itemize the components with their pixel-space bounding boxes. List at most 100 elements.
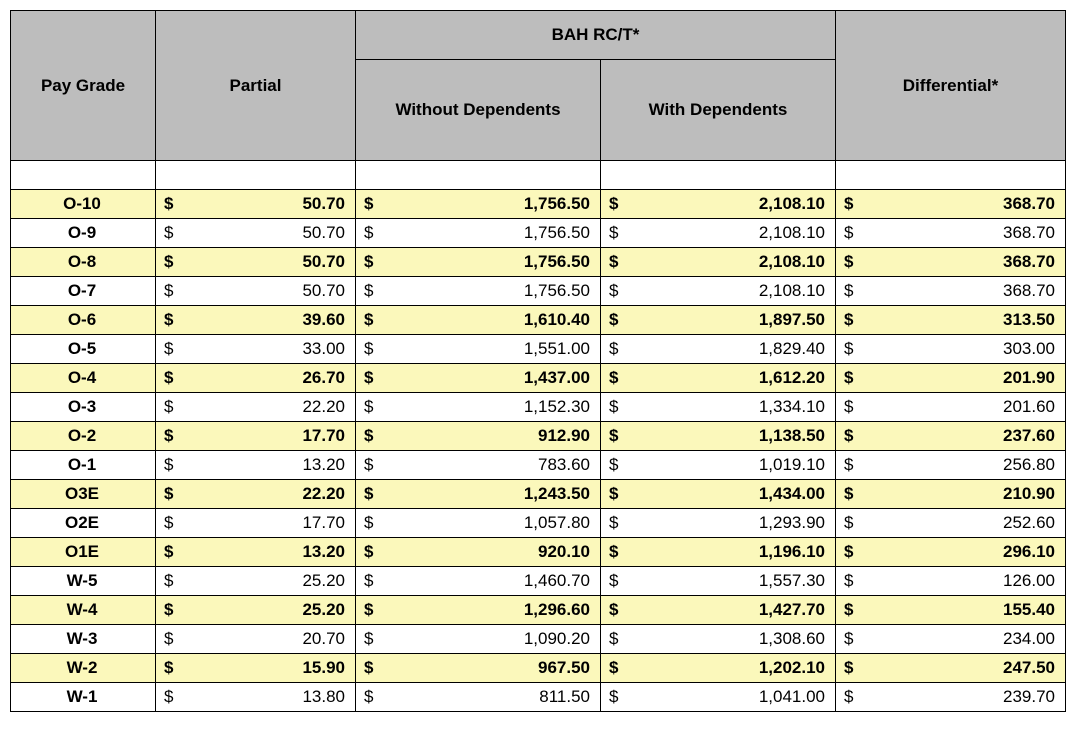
- cell-without-dependents-value: 1,756.50: [364, 281, 590, 301]
- cell-pay-grade: O3E: [11, 480, 156, 509]
- cell-without-dependents-value: 967.50: [364, 658, 590, 678]
- cell-without-dependents-value: 1,756.50: [364, 252, 590, 272]
- table-body: O-10$50.70$1,756.50$2,108.10$368.70O-9$5…: [11, 161, 1066, 712]
- cell-with-dependents-value: 1,019.10: [609, 455, 825, 475]
- cell-without-dependents-value: 783.60: [364, 455, 590, 475]
- cell-without-dependents: $1,756.50: [356, 248, 601, 277]
- table-row: W-2$15.90$967.50$1,202.10$247.50: [11, 654, 1066, 683]
- cell-pay-grade: W-2: [11, 654, 156, 683]
- cell-partial: $20.70: [156, 625, 356, 654]
- currency-symbol: $: [164, 252, 173, 272]
- currency-symbol: $: [609, 368, 618, 388]
- cell-differential-value: 201.90: [844, 368, 1055, 388]
- cell-differential-value: 126.00: [844, 571, 1055, 591]
- currency-symbol: $: [844, 194, 853, 214]
- currency-symbol: $: [364, 542, 373, 562]
- cell-differential: $296.10: [836, 538, 1066, 567]
- cell-partial: $33.00: [156, 335, 356, 364]
- currency-symbol: $: [364, 658, 373, 678]
- cell-without-dependents: $811.50: [356, 683, 601, 712]
- currency-symbol: $: [844, 484, 853, 504]
- cell-pay-grade: O-1: [11, 451, 156, 480]
- cell-without-dependents-value: 1,152.30: [364, 397, 590, 417]
- currency-symbol: $: [844, 455, 853, 475]
- cell-partial-value: 13.20: [164, 542, 345, 562]
- currency-symbol: $: [364, 484, 373, 504]
- currency-symbol: $: [364, 629, 373, 649]
- cell-partial-value: 13.80: [164, 687, 345, 707]
- cell-with-dependents: $2,108.10: [601, 219, 836, 248]
- cell-pay-grade: W-1: [11, 683, 156, 712]
- col-header-with-dependents: With Dependents: [601, 60, 836, 161]
- currency-symbol: $: [844, 513, 853, 533]
- cell-without-dependents-value: 1,756.50: [364, 194, 590, 214]
- cell-without-dependents: $1,090.20: [356, 625, 601, 654]
- cell-with-dependents-value: 1,196.10: [609, 542, 825, 562]
- currency-symbol: $: [609, 484, 618, 504]
- cell-differential-value: 368.70: [844, 223, 1055, 243]
- cell-with-dependents: $2,108.10: [601, 277, 836, 306]
- currency-symbol: $: [609, 455, 618, 475]
- cell-differential-value: 239.70: [844, 687, 1055, 707]
- cell-partial: $15.90: [156, 654, 356, 683]
- table-row: O1E$13.20$920.10$1,196.10$296.10: [11, 538, 1066, 567]
- cell-with-dependents: $1,427.70: [601, 596, 836, 625]
- currency-symbol: $: [164, 426, 173, 446]
- table-row: O-6$39.60$1,610.40$1,897.50$313.50: [11, 306, 1066, 335]
- cell-with-dependents: $2,108.10: [601, 190, 836, 219]
- cell-without-dependents: $1,296.60: [356, 596, 601, 625]
- currency-symbol: $: [364, 281, 373, 301]
- cell-pay-grade: W-4: [11, 596, 156, 625]
- cell-pay-grade: O-6: [11, 306, 156, 335]
- cell-without-dependents: $1,152.30: [356, 393, 601, 422]
- cell-with-dependents-value: 1,138.50: [609, 426, 825, 446]
- cell-partial: $50.70: [156, 219, 356, 248]
- cell-partial: $50.70: [156, 248, 356, 277]
- cell-with-dependents: $2,108.10: [601, 248, 836, 277]
- currency-symbol: $: [609, 513, 618, 533]
- cell-without-dependents: $783.60: [356, 451, 601, 480]
- cell-differential-value: 368.70: [844, 194, 1055, 214]
- currency-symbol: $: [844, 571, 853, 591]
- cell-with-dependents-value: 1,202.10: [609, 658, 825, 678]
- table-row: O2E$17.70$1,057.80$1,293.90$252.60: [11, 509, 1066, 538]
- currency-symbol: $: [609, 571, 618, 591]
- cell-with-dependents-value: 1,334.10: [609, 397, 825, 417]
- cell-partial-value: 15.90: [164, 658, 345, 678]
- col-header-differential: Differential*: [836, 11, 1066, 161]
- cell-partial: $25.20: [156, 567, 356, 596]
- currency-symbol: $: [164, 339, 173, 359]
- table-row: W-4$25.20$1,296.60$1,427.70$155.40: [11, 596, 1066, 625]
- cell-with-dependents-value: 1,829.40: [609, 339, 825, 359]
- cell-differential: $368.70: [836, 248, 1066, 277]
- cell-differential-value: 368.70: [844, 252, 1055, 272]
- table-row: W-3$20.70$1,090.20$1,308.60$234.00: [11, 625, 1066, 654]
- cell-with-dependents-value: 1,434.00: [609, 484, 825, 504]
- currency-symbol: $: [609, 310, 618, 330]
- cell-partial: $13.20: [156, 538, 356, 567]
- bah-table: Pay Grade Partial BAH RC/T* Differential…: [10, 10, 1066, 712]
- cell-differential: $368.70: [836, 219, 1066, 248]
- table-row: W-1$13.80$811.50$1,041.00$239.70: [11, 683, 1066, 712]
- currency-symbol: $: [844, 252, 853, 272]
- cell-differential-value: 256.80: [844, 455, 1055, 475]
- cell-partial-value: 39.60: [164, 310, 345, 330]
- cell-differential: $237.60: [836, 422, 1066, 451]
- cell-without-dependents: $1,756.50: [356, 190, 601, 219]
- currency-symbol: $: [844, 397, 853, 417]
- cell-with-dependents: $1,897.50: [601, 306, 836, 335]
- cell-with-dependents-value: 1,293.90: [609, 513, 825, 533]
- cell-with-dependents-value: 1,557.30: [609, 571, 825, 591]
- cell-with-dependents-value: 2,108.10: [609, 223, 825, 243]
- cell-differential-value: 303.00: [844, 339, 1055, 359]
- currency-symbol: $: [164, 223, 173, 243]
- currency-symbol: $: [844, 658, 853, 678]
- currency-symbol: $: [844, 368, 853, 388]
- cell-partial-value: 17.70: [164, 426, 345, 446]
- currency-symbol: $: [609, 542, 618, 562]
- cell-with-dependents: $1,138.50: [601, 422, 836, 451]
- currency-symbol: $: [364, 339, 373, 359]
- cell-pay-grade: O1E: [11, 538, 156, 567]
- cell-partial: $50.70: [156, 277, 356, 306]
- currency-symbol: $: [609, 658, 618, 678]
